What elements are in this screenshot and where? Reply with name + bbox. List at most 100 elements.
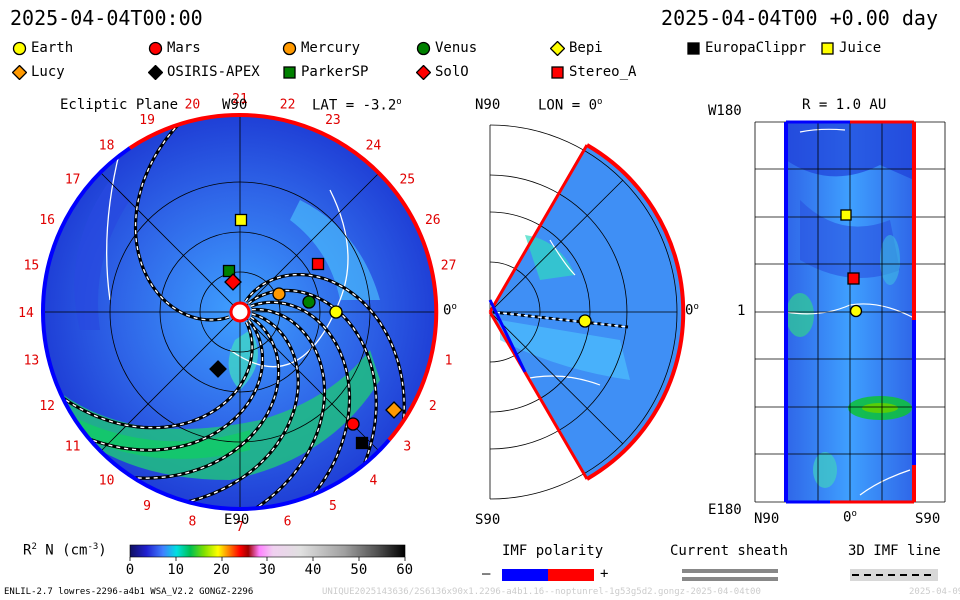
imf-plus: + bbox=[600, 566, 609, 582]
legend-label: SolO bbox=[435, 64, 469, 80]
colorbar bbox=[129, 544, 406, 558]
europaclippr-marker bbox=[355, 436, 369, 450]
carrington-label: 24 bbox=[366, 139, 382, 154]
date-left: 2025-04-04T00:00 bbox=[10, 6, 203, 30]
carrington-label: 4 bbox=[369, 473, 377, 488]
stereo-a-marker bbox=[311, 257, 325, 271]
square-icon bbox=[687, 41, 700, 55]
carrington-label: 15 bbox=[24, 258, 40, 273]
carrington-label: 3 bbox=[403, 439, 411, 454]
legend-mars: Mars bbox=[148, 40, 201, 56]
legend-europaclippr: EuropaClippr bbox=[686, 40, 806, 56]
legend-solo: SolO bbox=[416, 64, 469, 80]
footer-left: ENLIL-2.7 lowres-2296-a4b1 WSA_V2.2 GONG… bbox=[4, 587, 254, 597]
carrington-label: 23 bbox=[325, 113, 341, 128]
colorbar-tick-label: 40 bbox=[304, 562, 322, 578]
osiris-apex-marker bbox=[209, 360, 227, 378]
imf-spiral-dash bbox=[244, 273, 405, 449]
carrington-label: 16 bbox=[39, 213, 55, 228]
imf-spiral-dash bbox=[43, 321, 253, 429]
carrington-label: 1 bbox=[445, 354, 453, 369]
footer-center: UNIQUE2025143636/2S6136x90x1.2296-a4b1.1… bbox=[322, 587, 761, 597]
meridional-top-label: N90 bbox=[475, 97, 501, 113]
sun-marker bbox=[229, 301, 251, 323]
legend-lucy: Lucy bbox=[12, 64, 65, 80]
colorbar-tick-label: 0 bbox=[125, 562, 135, 578]
meridional-bottom-label: S90 bbox=[475, 512, 501, 528]
diamond-icon bbox=[416, 64, 431, 80]
imf-negative-swatch bbox=[502, 569, 548, 581]
carrington-label: 11 bbox=[65, 439, 81, 454]
legend-label: Bepi bbox=[569, 40, 603, 56]
lonlat-mid-left: 1 bbox=[737, 303, 746, 319]
imf-legend-title: IMF polarity bbox=[502, 543, 604, 559]
ecliptic-bottom-label: E90 bbox=[224, 512, 250, 528]
circle-icon bbox=[148, 41, 163, 55]
imf-spiral-dash bbox=[250, 301, 351, 509]
line-legend-title: 3D IMF line bbox=[848, 543, 941, 559]
carrington-label: 26 bbox=[425, 213, 441, 228]
lonlat-x-0: 0o bbox=[843, 509, 857, 526]
earth-marker bbox=[329, 305, 343, 319]
imf-spiral-dash bbox=[64, 319, 264, 451]
lonlat-x-n90: N90 bbox=[754, 511, 780, 527]
circle-icon bbox=[282, 41, 297, 55]
circle-icon bbox=[12, 41, 27, 55]
colorbar-tick-label: 20 bbox=[213, 562, 230, 578]
carrington-label: 9 bbox=[143, 499, 151, 514]
mars-marker bbox=[346, 417, 360, 431]
imf-spiral-dash bbox=[160, 313, 299, 508]
carrington-label: 7 bbox=[236, 520, 244, 535]
carrington-label: 19 bbox=[139, 113, 155, 128]
carrington-label: 25 bbox=[399, 173, 415, 188]
legend-label: EuropaClippr bbox=[705, 40, 807, 56]
imf-positive-swatch bbox=[548, 569, 594, 581]
carrington-label: 14 bbox=[18, 306, 34, 321]
carrington-label: 12 bbox=[39, 399, 55, 414]
carrington-label: 22 bbox=[280, 97, 296, 112]
colorbar-tick-label: 60 bbox=[396, 562, 414, 578]
legend-osiris-apex: OSIRIS-APEX bbox=[148, 64, 260, 80]
circle-icon bbox=[416, 41, 431, 55]
carrington-label: 5 bbox=[329, 499, 337, 514]
lonlat-top-left: W180 bbox=[708, 103, 742, 119]
legend-label: Mercury bbox=[301, 40, 361, 56]
lonlat-panel bbox=[754, 120, 946, 504]
colorbar-label: R2 N (cm-3) bbox=[23, 542, 107, 559]
legend-label: Venus bbox=[435, 40, 478, 56]
juice-marker bbox=[234, 213, 248, 227]
lonlat-bottom-left: E180 bbox=[708, 502, 742, 518]
venus-marker bbox=[302, 295, 316, 309]
legend-label: Stereo_A bbox=[569, 64, 637, 80]
ecliptic-lat: LAT = -3.2o bbox=[312, 97, 402, 114]
legend-juice: Juice bbox=[820, 40, 881, 56]
diamond-icon bbox=[12, 64, 27, 80]
legend-label: OSIRIS-APEX bbox=[167, 64, 260, 80]
legend-label: Mars bbox=[167, 40, 201, 56]
mercury-marker bbox=[272, 287, 286, 301]
colorbar-tick-label: 10 bbox=[167, 562, 185, 578]
ecliptic-top-label: W90 bbox=[222, 97, 248, 113]
legend-stereo-a: Stereo_A bbox=[550, 64, 636, 80]
carrington-label: 20 bbox=[185, 97, 201, 112]
imf-spiral-dash bbox=[134, 115, 230, 321]
square-icon bbox=[821, 41, 834, 55]
diamond-icon bbox=[550, 40, 565, 56]
carrington-label: 17 bbox=[65, 173, 81, 188]
lonlat-radius: R = 1.0 AU bbox=[802, 97, 887, 113]
imf-spiral-dash bbox=[231, 308, 326, 509]
carrington-label: 18 bbox=[99, 139, 115, 154]
colorbar-tick-label: 30 bbox=[258, 562, 276, 578]
juice-marker-lonlat bbox=[840, 209, 852, 221]
legend-bepi: Bepi bbox=[550, 40, 603, 56]
legend-label: Lucy bbox=[31, 64, 65, 80]
legend-label: ParkerSP bbox=[301, 64, 369, 80]
sheath-legend-title: Current sheath bbox=[670, 543, 789, 559]
legend-earth: Earth bbox=[12, 40, 73, 56]
square-icon bbox=[551, 65, 564, 79]
carrington-label: 21 bbox=[232, 92, 248, 107]
date-right: 2025-04-04T00 +0.00 day bbox=[661, 6, 938, 30]
solo-marker bbox=[224, 273, 242, 291]
